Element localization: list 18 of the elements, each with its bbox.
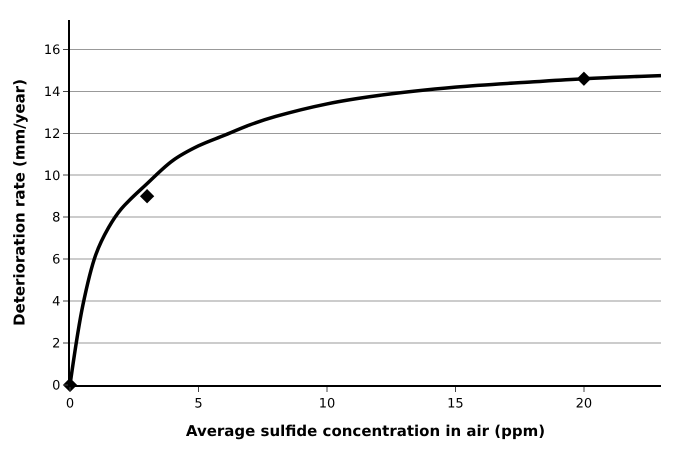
y-axis-title: Deterioration rate (mm/year): [10, 79, 29, 326]
x-tick-label: 5: [194, 396, 203, 412]
x-axis-title: Average sulfide concentration in air (ppm): [186, 422, 546, 440]
x-tick-label: 15: [447, 396, 464, 412]
x-tick-label: 20: [576, 396, 592, 412]
x-tick-label: 10: [318, 396, 336, 412]
y-tick-label: 14: [44, 84, 60, 100]
point: [576, 72, 592, 86]
y-tick-label: 4: [52, 294, 60, 310]
y-tick-label: 10: [44, 168, 60, 184]
y-tick-label: 6: [52, 252, 60, 268]
y-tick-label: 0: [52, 378, 60, 394]
y-tick-label: 16: [44, 42, 60, 58]
y-tick-label: 8: [52, 210, 60, 226]
x-tick-label: 0: [66, 396, 74, 412]
point: [140, 189, 154, 204]
y-tick-label: 2: [52, 336, 60, 352]
y-tick-label: 12: [44, 126, 60, 142]
